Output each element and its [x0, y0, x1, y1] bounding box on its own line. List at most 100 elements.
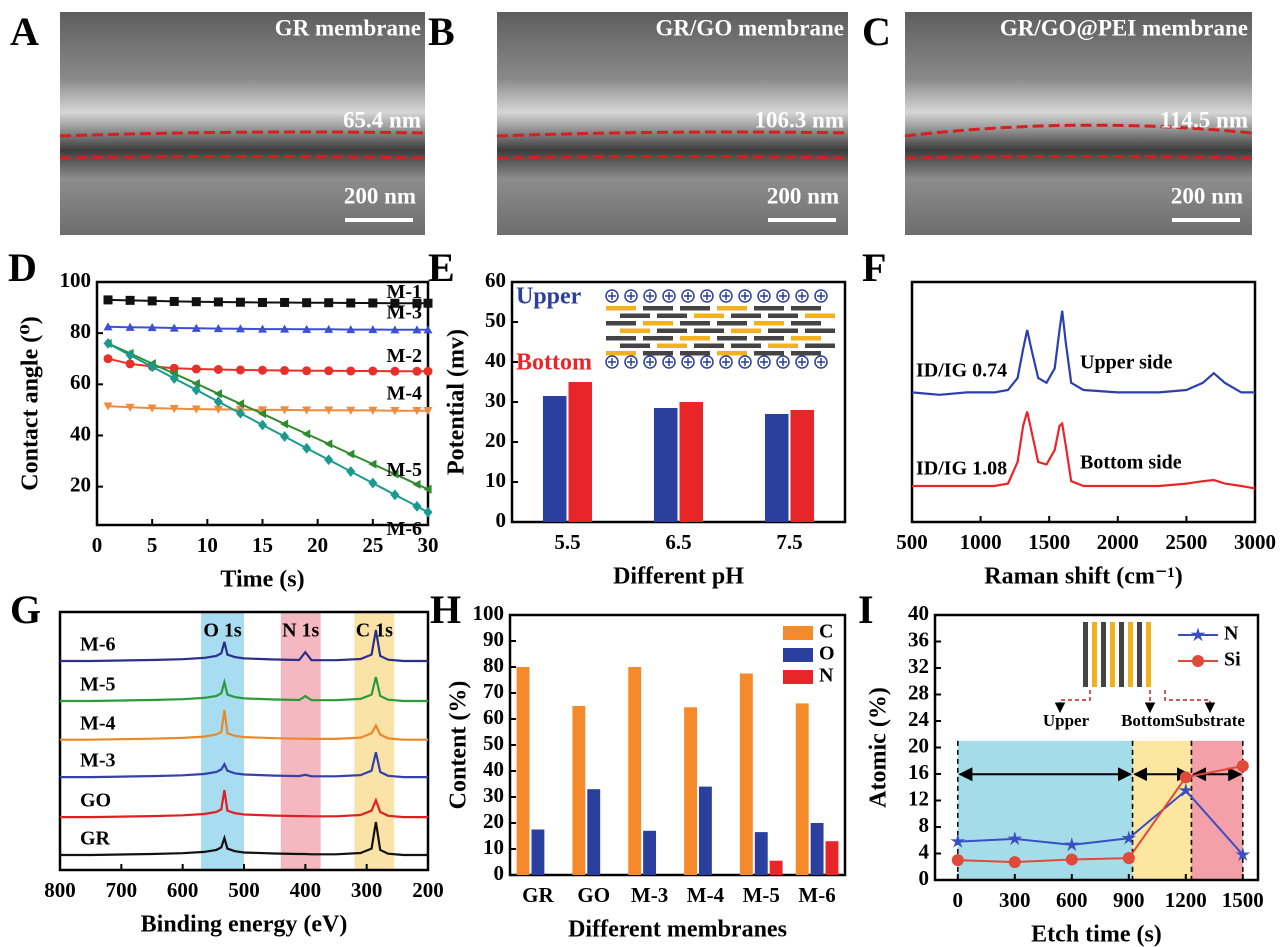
series-line — [60, 821, 428, 857]
data-point — [258, 419, 267, 431]
y-tick-label: 36 — [908, 627, 929, 651]
charge-symbol — [646, 358, 654, 366]
x-axis-label: Different pH — [613, 564, 744, 590]
schematic-sheet — [791, 336, 821, 341]
y-tick-label: 100 — [60, 268, 92, 292]
y-axis-label: Potential (mv) — [444, 329, 470, 475]
schematic-sheet — [791, 351, 821, 356]
bar — [769, 860, 783, 875]
data-point — [302, 442, 312, 454]
legend-swatch — [783, 626, 813, 640]
data-point — [235, 407, 245, 419]
region — [280, 613, 321, 870]
sem-image — [60, 12, 425, 235]
region — [201, 613, 244, 870]
charge-symbol — [627, 358, 635, 366]
data-point — [951, 854, 964, 867]
inset-label: Upper — [1043, 711, 1090, 730]
data-point — [125, 403, 135, 412]
y-tick-label: 60 — [485, 268, 506, 292]
data-point — [191, 297, 201, 307]
data-point — [169, 296, 179, 306]
series-label: M-4 — [80, 712, 116, 734]
schematic-sheet — [791, 306, 821, 311]
charge-symbol — [703, 292, 711, 300]
scale-bar-label: 200 nm — [767, 183, 839, 208]
data-point — [412, 325, 422, 334]
data-point — [103, 337, 113, 349]
bar — [542, 396, 567, 522]
y-tick-label: 0 — [496, 508, 507, 532]
region — [1191, 740, 1243, 880]
data-point — [147, 296, 157, 306]
legend-marker — [1192, 655, 1204, 667]
data-point — [390, 489, 400, 501]
thickness-label: 65.4 nm — [343, 107, 421, 132]
y-tick-label: 40 — [70, 421, 91, 445]
y-tick-label: 4 — [919, 839, 930, 863]
charge-symbol — [703, 358, 711, 366]
charge-symbol — [608, 358, 616, 366]
data-point — [324, 406, 334, 415]
bar — [795, 703, 809, 875]
charge-symbol — [798, 292, 806, 300]
y-tick-label: 20 — [908, 733, 929, 757]
data-point — [280, 419, 289, 429]
data-point — [169, 323, 179, 332]
bar — [516, 667, 530, 875]
bar — [679, 402, 704, 522]
y-tick-label: 0 — [494, 861, 505, 885]
data-point — [258, 365, 267, 375]
y-tick-label: 90 — [483, 627, 504, 651]
series-line — [107, 342, 429, 514]
schematic-sheet — [694, 343, 724, 348]
schematic-sheet — [657, 343, 687, 348]
image-title: GR membrane — [275, 15, 421, 40]
series-line — [60, 789, 428, 819]
data-point — [191, 405, 201, 414]
x-tick-label: 5.5 — [554, 530, 580, 554]
y-tick-label: 30 — [485, 388, 506, 412]
x-tick-label: 700 — [106, 878, 138, 902]
data-point — [346, 449, 355, 459]
x-tick-label: 800 — [44, 878, 76, 902]
data-point — [302, 298, 312, 308]
data-point — [302, 324, 312, 333]
data-point — [280, 324, 290, 333]
series-label: M-5 — [80, 674, 116, 696]
bar — [698, 786, 712, 875]
x-tick-label: 15 — [252, 533, 273, 557]
sem-image — [497, 12, 848, 235]
data-point — [412, 366, 422, 376]
x-tick-label: 1500 — [1028, 530, 1070, 554]
bar — [531, 829, 545, 875]
bar — [653, 408, 678, 522]
y-axis-label: Content (%) — [446, 681, 472, 810]
data-point — [423, 484, 432, 494]
x-tick-label: 500 — [228, 878, 260, 902]
data-point — [103, 402, 113, 411]
data-point — [1178, 782, 1194, 797]
data-point — [103, 322, 113, 331]
data-point — [368, 477, 378, 489]
bar — [684, 707, 697, 875]
legend-label: O — [819, 643, 835, 665]
charge-symbol — [741, 358, 749, 366]
series-line — [107, 342, 429, 491]
x-tick-label: 7.5 — [776, 530, 802, 554]
x-tick-label: 5 — [147, 533, 158, 557]
bar — [810, 823, 824, 875]
data-point — [346, 466, 356, 477]
x-tick-label: 2500 — [1165, 530, 1207, 554]
x-tick-label: 500 — [896, 530, 928, 554]
schematic-sheet — [680, 306, 710, 311]
y-tick-label: 80 — [70, 319, 91, 343]
series-label: M-5 — [386, 459, 422, 481]
data-point — [103, 295, 113, 305]
data-point — [1007, 831, 1023, 846]
bar — [825, 841, 839, 875]
region-label: O 1s — [203, 620, 242, 642]
y-tick-label: 50 — [485, 308, 506, 332]
data-point — [412, 407, 422, 416]
